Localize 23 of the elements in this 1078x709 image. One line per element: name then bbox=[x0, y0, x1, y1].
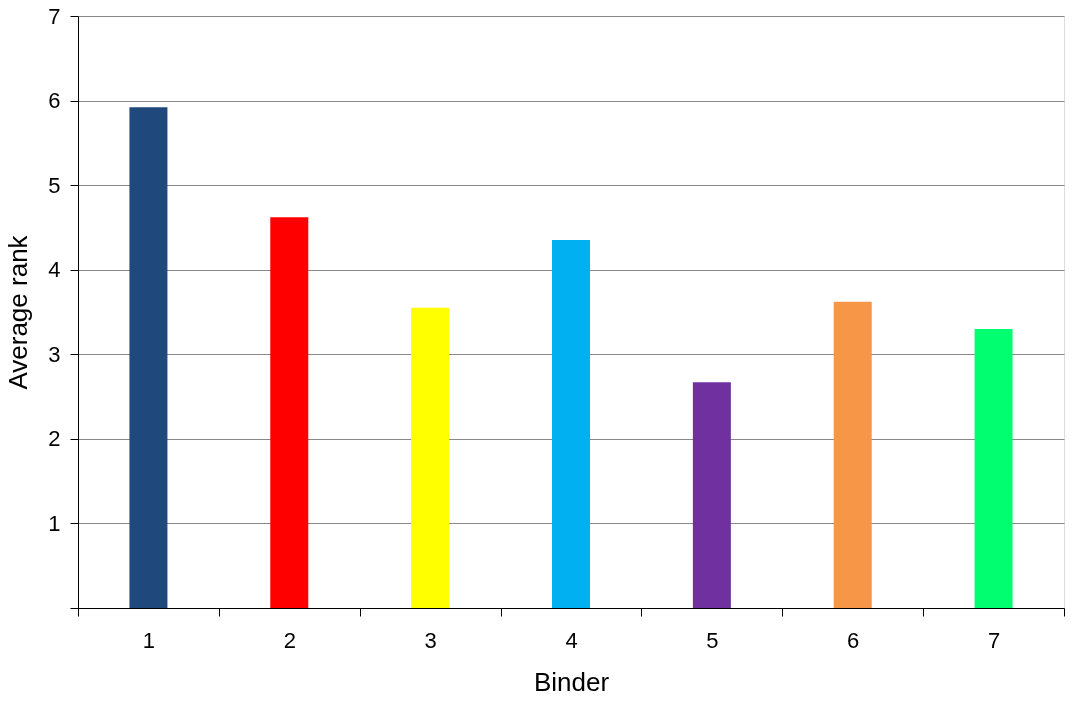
bar bbox=[552, 240, 590, 608]
x-tick-label: 4 bbox=[565, 627, 578, 653]
y-tick-label: 1 bbox=[48, 510, 61, 536]
x-tick-label: 3 bbox=[424, 627, 437, 653]
y-tick-label: 2 bbox=[48, 426, 61, 452]
bar bbox=[974, 328, 1013, 608]
y-tick-label: 3 bbox=[48, 341, 61, 367]
x-tick-label: 2 bbox=[283, 627, 296, 653]
bar bbox=[411, 307, 450, 608]
y-tick-label: 4 bbox=[48, 257, 61, 283]
x-tick-label: 5 bbox=[706, 627, 719, 653]
x-tick-label: 6 bbox=[847, 627, 860, 653]
bar bbox=[129, 107, 168, 608]
bar bbox=[833, 301, 872, 608]
y-axis-title: Average rank bbox=[3, 234, 34, 390]
y-tick-label: 5 bbox=[48, 172, 61, 198]
x-tick-label: 1 bbox=[142, 627, 156, 653]
x-tick-label: 7 bbox=[987, 627, 1001, 653]
x-axis-title: Binder bbox=[533, 666, 610, 697]
bar bbox=[270, 217, 309, 608]
y-tick-label: 7 bbox=[48, 3, 61, 29]
bar bbox=[692, 382, 731, 608]
y-tick-label: 6 bbox=[48, 88, 61, 114]
